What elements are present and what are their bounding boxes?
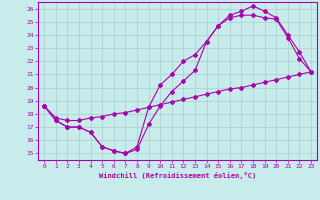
X-axis label: Windchill (Refroidissement éolien,°C): Windchill (Refroidissement éolien,°C) <box>99 172 256 179</box>
